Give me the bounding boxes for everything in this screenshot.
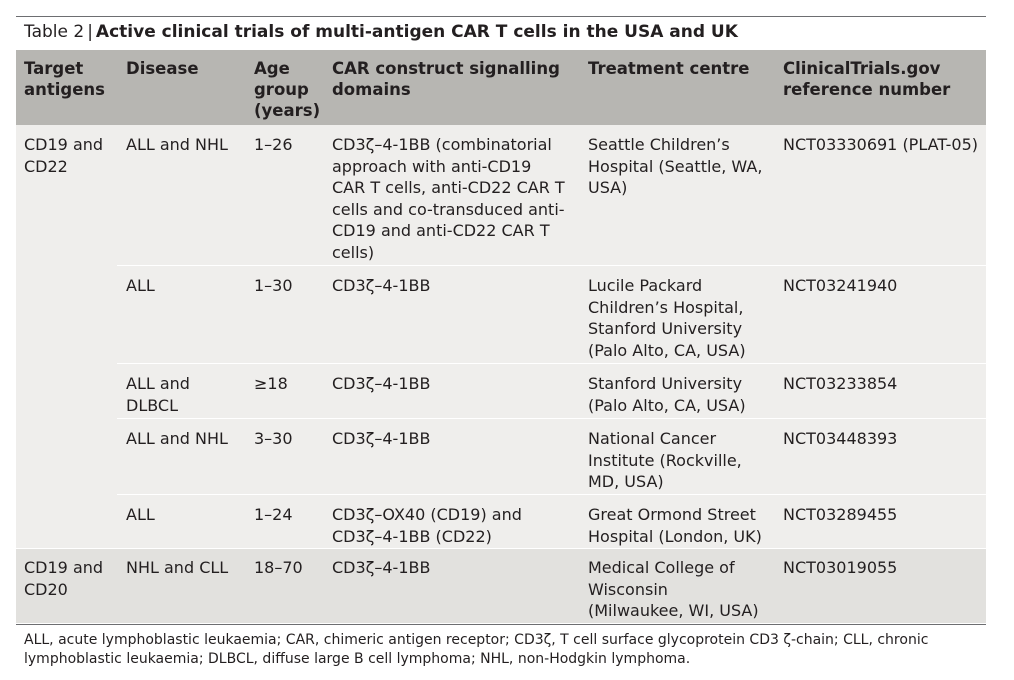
age-cell: 1–30: [254, 276, 293, 295]
target-antigens-cell: CD19 and CD22: [24, 135, 104, 176]
centre-cell: Lucile Packard Children’s Hospital, Stan…: [588, 276, 746, 360]
table-row: ALL and DLBCL ≥18 CD3ζ–4-1BB Stanford Un…: [117, 364, 986, 418]
row-divider: [117, 418, 986, 419]
disease-cell: NHL and CLL: [126, 558, 229, 577]
table-row: ALL 1–30 CD3ζ–4-1BB Lucile Packard Child…: [117, 266, 986, 363]
header-reference-number: ClinicalTrials.gov reference number: [783, 59, 951, 99]
disease-cell: ALL and NHL: [126, 135, 228, 154]
centre-cell: Seattle Children’s Hospital (Seattle, WA…: [588, 135, 763, 197]
centre-cell: Great Ormond Street Hospital (London, UK…: [588, 505, 762, 546]
caption-separator: |: [87, 22, 93, 42]
age-cell: 1–24: [254, 505, 293, 524]
disease-cell: ALL and NHL: [126, 429, 228, 448]
signalling-cell: CD3ζ–4-1BB: [332, 374, 431, 393]
signalling-cell: CD3ζ–OX40 (CD19) and CD3ζ–4-1BB (CD22): [332, 505, 522, 546]
age-cell: 1–26: [254, 135, 293, 154]
signalling-cell: CD3ζ–4-1BB: [332, 558, 431, 577]
target-antigens-cell: CD19 and CD20: [24, 558, 104, 599]
header-age-group: Age group (years): [254, 59, 321, 120]
age-cell: 3–30: [254, 429, 293, 448]
row-divider: [117, 494, 986, 495]
antigen-group-cd19-cd22: CD19 and CD22 ALL and NHL 1–26 CD3ζ–4-1B…: [16, 125, 986, 548]
table-row: NHL and CLL 18–70 CD3ζ–4-1BB Medical Col…: [117, 548, 986, 623]
table-label: Table 2: [24, 22, 85, 42]
centre-cell: Medical College of Wisconsin (Milwaukee,…: [588, 558, 759, 620]
header-treatment-centre: Treatment centre: [588, 59, 750, 78]
reference-cell: NCT03019055: [783, 558, 898, 577]
table-caption: Table 2 | Active clinical trials of multi-…: [24, 21, 738, 43]
row-divider: [117, 363, 986, 364]
bottom-rule: [16, 624, 986, 625]
reference-cell: NCT03233854: [783, 374, 898, 393]
top-rule: [16, 16, 986, 17]
header-target-antigens: Target antigens: [24, 59, 105, 99]
trials-table: Target antigens Disease Age group (years…: [16, 50, 986, 623]
centre-cell: National Cancer Institute (Rockville, MD…: [588, 429, 742, 491]
disease-cell: ALL: [126, 276, 155, 295]
header-signalling-domains: CAR construct signalling domains: [332, 59, 560, 99]
age-cell: 18–70: [254, 558, 303, 577]
table-header: Target antigens Disease Age group (years…: [16, 50, 986, 125]
table-footnote: ALL, acute lymphoblastic leukaemia; CAR,…: [24, 632, 929, 667]
disease-cell: ALL: [126, 505, 155, 524]
disease-cell: ALL and DLBCL: [126, 374, 190, 415]
header-disease: Disease: [126, 59, 199, 78]
signalling-cell: CD3ζ–4-1BB (combinatorial approach with …: [332, 135, 565, 262]
table-row: ALL and NHL 3–30 CD3ζ–4-1BB National Can…: [117, 419, 986, 494]
reference-cell: NCT03241940: [783, 276, 898, 295]
table-title: Active clinical trials of multi-antigen …: [95, 22, 738, 42]
table-row: ALL 1–24 CD3ζ–OX40 (CD19) and CD3ζ–4-1BB…: [117, 495, 986, 548]
reference-cell: NCT03448393: [783, 429, 898, 448]
centre-cell: Stanford University (Palo Alto, CA, USA): [588, 374, 746, 415]
table-row: ALL and NHL 1–26 CD3ζ–4-1BB (combinatori…: [117, 125, 986, 265]
reference-cell: NCT03330691 (PLAT-05): [783, 135, 978, 154]
row-divider: [117, 265, 986, 266]
reference-cell: NCT03289455: [783, 505, 898, 524]
age-cell: ≥18: [254, 374, 288, 393]
signalling-cell: CD3ζ–4-1BB: [332, 276, 431, 295]
signalling-cell: CD3ζ–4-1BB: [332, 429, 431, 448]
group-divider: [16, 548, 986, 549]
antigen-group-cd19-cd20: CD19 and CD20 NHL and CLL 18–70 CD3ζ–4-1…: [16, 548, 986, 623]
